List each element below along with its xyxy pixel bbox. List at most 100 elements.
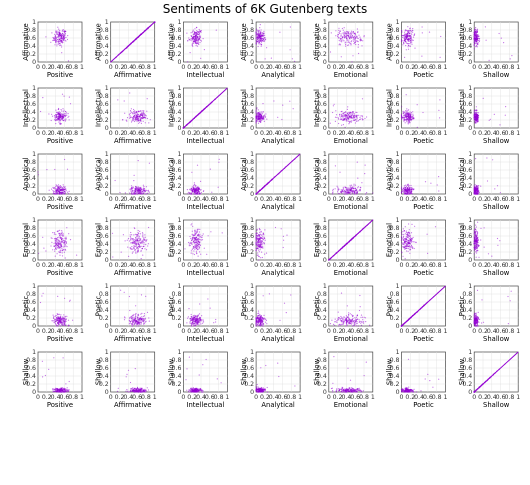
y-tick-label: 1 — [105, 217, 109, 224]
x-tick-label: 0.2 — [405, 64, 415, 71]
data-point — [360, 39, 362, 41]
data-point — [62, 238, 64, 240]
data-point — [257, 109, 259, 111]
y-tick-label: 0.8 — [99, 159, 109, 166]
data-point — [58, 244, 60, 246]
data-point — [59, 244, 61, 246]
data-point — [259, 244, 261, 246]
data-point — [259, 249, 261, 251]
data-point — [258, 251, 260, 253]
data-point — [339, 43, 341, 45]
panel-emotional-vs-positive: 00.20.40.60.810 0.20.40.60.8 1PositiveEmot… — [22, 217, 84, 277]
data-point — [56, 119, 59, 121]
data-point — [197, 191, 199, 193]
data-point — [197, 31, 199, 33]
data-point — [199, 35, 201, 37]
data-point — [200, 253, 202, 255]
data-point — [148, 162, 150, 164]
data-point — [403, 188, 405, 190]
data-point — [336, 116, 338, 119]
data-point — [137, 248, 139, 250]
data-point — [428, 31, 431, 33]
data-point — [57, 33, 59, 36]
data-point — [410, 111, 412, 114]
data-point — [52, 190, 54, 192]
data-point — [62, 246, 64, 248]
data-point — [62, 235, 64, 237]
data-point — [68, 190, 70, 192]
data-point — [348, 187, 350, 189]
data-point — [289, 49, 291, 51]
data-point — [59, 229, 61, 231]
x-tick-label: 0.2 — [42, 64, 52, 71]
data-point — [201, 236, 203, 239]
data-point — [195, 39, 197, 41]
data-point — [403, 33, 405, 36]
data-point — [346, 31, 348, 33]
data-point — [257, 247, 259, 249]
data-point — [194, 190, 197, 193]
data-point — [361, 116, 364, 118]
y-axis-label: Emotional — [22, 223, 30, 257]
y-tick-label: 1 — [250, 217, 254, 224]
data-point — [410, 36, 412, 38]
data-point — [474, 32, 476, 34]
data-point — [258, 41, 260, 43]
data-point — [64, 30, 66, 32]
data-point — [473, 110, 475, 112]
data-point — [211, 191, 213, 193]
y-tick-label: 0.8 — [26, 159, 36, 166]
data-point — [61, 192, 63, 194]
data-point — [473, 193, 475, 195]
data-point — [401, 106, 403, 108]
x-tick-label: 0.2 — [187, 130, 197, 137]
data-point — [135, 244, 137, 246]
data-point — [401, 31, 403, 33]
data-point — [143, 110, 145, 112]
data-point — [139, 230, 141, 232]
panel-analytical-vs-emotional: 00.20.40.60.810 0.20.40.60.8 1EmotionalAna… — [313, 151, 375, 211]
data-point — [193, 242, 195, 244]
data-point — [60, 246, 62, 248]
x-tick-label: 0.4 — [51, 64, 61, 71]
x-axis-label: Emotional — [334, 71, 368, 79]
data-point — [411, 192, 413, 194]
data-point — [261, 234, 263, 236]
data-point — [406, 30, 409, 32]
data-point — [67, 35, 69, 37]
data-point — [410, 32, 412, 34]
data-point — [132, 187, 134, 189]
x-tick-label: 0.6 — [59, 130, 69, 137]
data-point — [478, 115, 480, 117]
data-point — [335, 110, 337, 112]
data-point — [477, 43, 479, 46]
data-point — [65, 237, 67, 239]
x-tick-label: 1 — [444, 130, 448, 137]
y-tick-label: 0.6 — [390, 35, 400, 42]
data-point — [68, 115, 70, 117]
y-tick-label: 0 — [32, 125, 36, 132]
data-point — [342, 186, 344, 188]
data-point — [196, 193, 198, 195]
data-point — [59, 189, 61, 191]
x-tick-label: 0.6 — [132, 196, 142, 203]
data-point — [400, 39, 403, 42]
x-tick-label: 0.8 — [141, 262, 151, 269]
data-point — [353, 192, 355, 194]
data-point — [199, 192, 201, 195]
data-point — [133, 227, 135, 229]
data-point — [476, 109, 478, 112]
data-point — [353, 33, 355, 35]
x-tick-label: 0 — [36, 262, 40, 269]
data-point — [144, 236, 146, 238]
data-point — [200, 30, 202, 32]
data-point — [407, 114, 409, 116]
data-point — [261, 112, 263, 114]
data-point — [264, 34, 266, 37]
data-point — [136, 116, 138, 118]
data-point — [340, 111, 342, 113]
data-point — [475, 114, 477, 117]
data-point — [281, 118, 283, 121]
x-tick-label: 0.4 — [51, 196, 61, 203]
data-point — [139, 238, 141, 240]
